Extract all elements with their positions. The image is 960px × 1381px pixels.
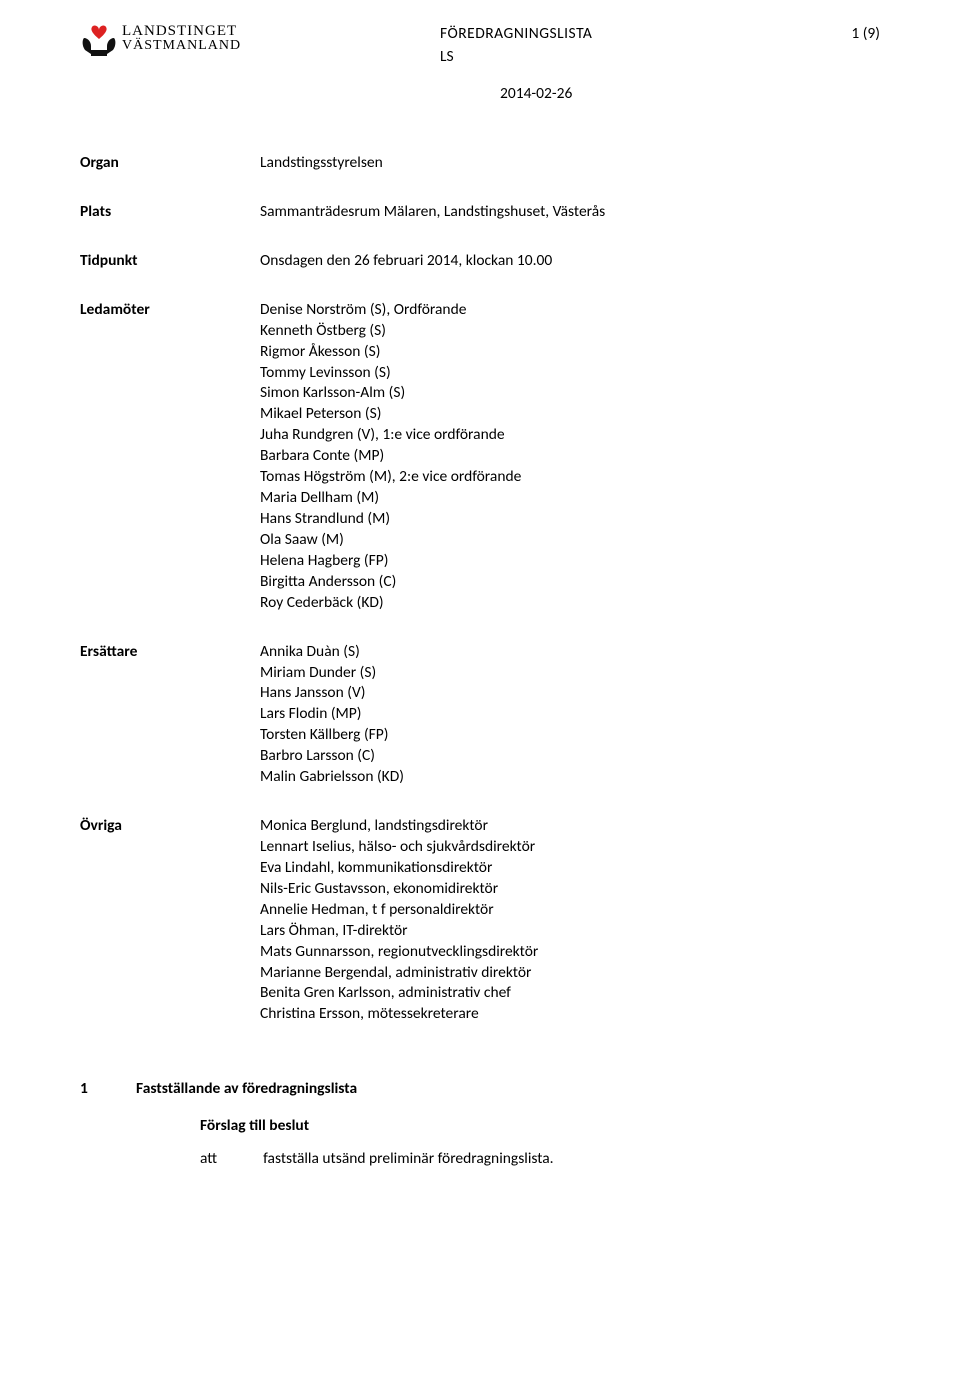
proposal-label: Förslag till beslut bbox=[200, 1116, 880, 1135]
list-item: Nils-Eric Gustavsson, ekonomidirektör bbox=[260, 879, 538, 900]
heart-hands-icon bbox=[80, 24, 118, 58]
ledamoter-list: Denise Norström (S), OrdförandeKenneth Ö… bbox=[260, 300, 521, 614]
plats-label: Plats bbox=[80, 202, 260, 221]
organ-value: Landstingsstyrelsen bbox=[260, 153, 383, 174]
header-row: LANDSTINGET VÄSTMANLAND FÖREDRAGNINGSLIS… bbox=[80, 24, 880, 66]
page-number: 1 (9) bbox=[820, 24, 880, 43]
tidpunkt-label: Tidpunkt bbox=[80, 251, 260, 270]
list-item: Christina Ersson, mötessekreterare bbox=[260, 1004, 538, 1025]
list-item: Annelie Hedman, t f personaldirektör bbox=[260, 900, 538, 921]
list-item: Denise Norström (S), Ordförande bbox=[260, 300, 521, 321]
list-item: Lennart Iselius, hälso- och sjukvårdsdir… bbox=[260, 837, 538, 858]
tidpunkt-row: Tidpunkt Onsdagen den 26 februari 2014, … bbox=[80, 251, 880, 272]
doc-date: 2014-02-26 bbox=[500, 84, 880, 103]
list-item: Ola Saaw (M) bbox=[260, 530, 521, 551]
list-item: Birgitta Andersson (C) bbox=[260, 572, 521, 593]
list-item: Miriam Dunder (S) bbox=[260, 663, 404, 684]
list-item: Lars Flodin (MP) bbox=[260, 704, 404, 725]
logo-line1: LANDSTINGET bbox=[122, 24, 241, 39]
ledamoter-row: Ledamöter Denise Norström (S), Ordförand… bbox=[80, 300, 880, 614]
organ-row: Organ Landstingsstyrelsen bbox=[80, 153, 880, 174]
proposal-row: att fastställa utsänd preliminär föredra… bbox=[200, 1149, 880, 1168]
agenda-section: 1 Fastställande av föredragningslista Fö… bbox=[80, 1079, 880, 1168]
list-item: Tommy Levinsson (S) bbox=[260, 363, 521, 384]
att-text: fastställa utsänd preliminär föredragnin… bbox=[263, 1149, 553, 1168]
list-item: Roy Cederbäck (KD) bbox=[260, 593, 521, 614]
list-item: Hans Jansson (V) bbox=[260, 683, 404, 704]
tidpunkt-value: Onsdagen den 26 februari 2014, klockan 1… bbox=[260, 251, 552, 272]
list-item: Barbara Conte (MP) bbox=[260, 446, 521, 467]
list-item: Rigmor Åkesson (S) bbox=[260, 342, 521, 363]
page: LANDSTINGET VÄSTMANLAND FÖREDRAGNINGSLIS… bbox=[0, 0, 960, 1208]
agenda-item-number: 1 bbox=[80, 1079, 136, 1098]
org-logo: LANDSTINGET VÄSTMANLAND bbox=[80, 24, 241, 58]
ledamoter-label: Ledamöter bbox=[80, 300, 260, 319]
organ-label: Organ bbox=[80, 153, 260, 172]
list-item: Mikael Peterson (S) bbox=[260, 404, 521, 425]
list-item: Hans Strandlund (M) bbox=[260, 509, 521, 530]
doc-title-block: FÖREDRAGNINGSLISTA LS bbox=[440, 24, 820, 66]
agenda-item-row: 1 Fastställande av föredragningslista bbox=[80, 1079, 880, 1098]
ersattare-label: Ersättare bbox=[80, 642, 260, 661]
ovriga-label: Övriga bbox=[80, 816, 260, 835]
logo-text: LANDSTINGET VÄSTMANLAND bbox=[122, 24, 241, 53]
agenda-item-title: Fastställande av föredragningslista bbox=[136, 1079, 357, 1098]
list-item: Juha Rundgren (V), 1:e vice ordförande bbox=[260, 425, 521, 446]
list-item: Marianne Bergendal, administrativ direkt… bbox=[260, 963, 538, 984]
plats-row: Plats Sammanträdesrum Mälaren, Landsting… bbox=[80, 202, 880, 223]
list-item: Barbro Larsson (C) bbox=[260, 746, 404, 767]
logo-line2: VÄSTMANLAND bbox=[122, 39, 241, 53]
ovriga-list: Monica Berglund, landstingsdirektörLenna… bbox=[260, 816, 538, 1025]
list-item: Benita Gren Karlsson, administrativ chef bbox=[260, 983, 538, 1004]
ersattare-row: Ersättare Annika Duàn (S)Miriam Dunder (… bbox=[80, 642, 880, 788]
ersattare-list: Annika Duàn (S)Miriam Dunder (S)Hans Jan… bbox=[260, 642, 404, 788]
list-item: Mats Gunnarsson, regionutvecklingsdirekt… bbox=[260, 942, 538, 963]
list-item: Simon Karlsson-Alm (S) bbox=[260, 383, 521, 404]
ovriga-row: Övriga Monica Berglund, landstingsdirekt… bbox=[80, 816, 880, 1025]
list-item: Kenneth Östberg (S) bbox=[260, 321, 521, 342]
list-item: Monica Berglund, landstingsdirektör bbox=[260, 816, 538, 837]
list-item: Torsten Källberg (FP) bbox=[260, 725, 404, 746]
list-item: Malin Gabrielsson (KD) bbox=[260, 767, 404, 788]
list-item: Tomas Högström (M), 2:e vice ordförande bbox=[260, 467, 521, 488]
plats-value: Sammanträdesrum Mälaren, Landstingshuset… bbox=[260, 202, 605, 223]
list-item: Eva Lindahl, kommunikationsdirektör bbox=[260, 858, 538, 879]
doc-title: FÖREDRAGNINGSLISTA bbox=[440, 24, 820, 43]
list-item: Helena Hagberg (FP) bbox=[260, 551, 521, 572]
att-label: att bbox=[200, 1149, 217, 1168]
list-item: Lars Öhman, IT-direktör bbox=[260, 921, 538, 942]
doc-subtitle: LS bbox=[440, 47, 820, 66]
list-item: Annika Duàn (S) bbox=[260, 642, 404, 663]
list-item: Maria Dellham (M) bbox=[260, 488, 521, 509]
